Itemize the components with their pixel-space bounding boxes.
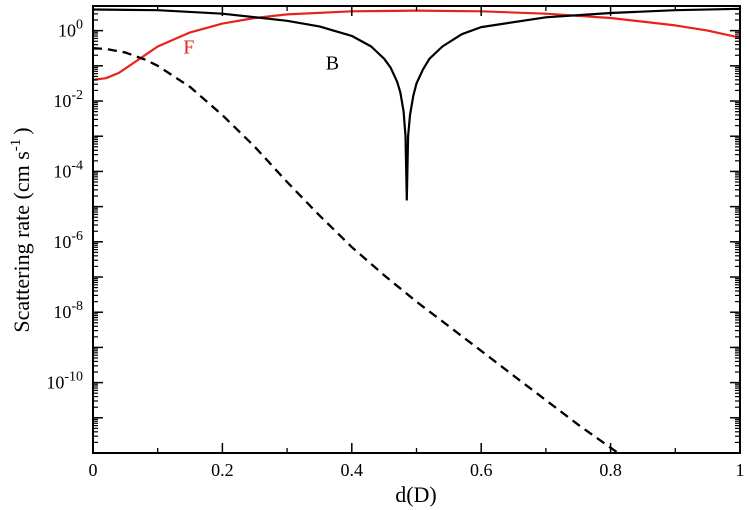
y-tick-label: 10-2 [53, 88, 83, 111]
labels-layer: 0 0.2 0.4 0.6 0.8 1 100 10-2 10-4 10-6 10-8 10-10 [46, 18, 744, 480]
x-tick-label: 0.8 [599, 460, 622, 480]
x-tick-label: 0.6 [470, 460, 493, 480]
y-tick-label: 100 [58, 18, 83, 41]
plot-frame [92, 5, 741, 454]
annotation-b: B [326, 52, 339, 74]
series-line-3 [93, 47, 620, 453]
annotation-layer: FB [183, 37, 339, 75]
ticks-layer [92, 5, 741, 453]
y-tick-label: 10-8 [53, 299, 83, 322]
series-line-2 [93, 7, 740, 201]
series-layer [93, 7, 740, 453]
y-tick-label: 10-6 [53, 229, 83, 252]
annotation-f: F [183, 37, 194, 59]
y-tick-label: 10-10 [46, 370, 83, 393]
x-tick-label: 0.2 [211, 460, 234, 480]
series-line-4 [93, 47, 620, 453]
x-tick-label: 0.4 [341, 460, 364, 480]
x-tick-label: 0 [89, 460, 98, 480]
series-line-1 [93, 9, 740, 81]
x-axis-title: d(D) [395, 482, 437, 507]
y-axis-title: Scattering rate (cm s-1) [8, 127, 34, 332]
y-tick-label: 10-4 [53, 158, 83, 181]
x-tick-label: 1 [736, 460, 745, 480]
